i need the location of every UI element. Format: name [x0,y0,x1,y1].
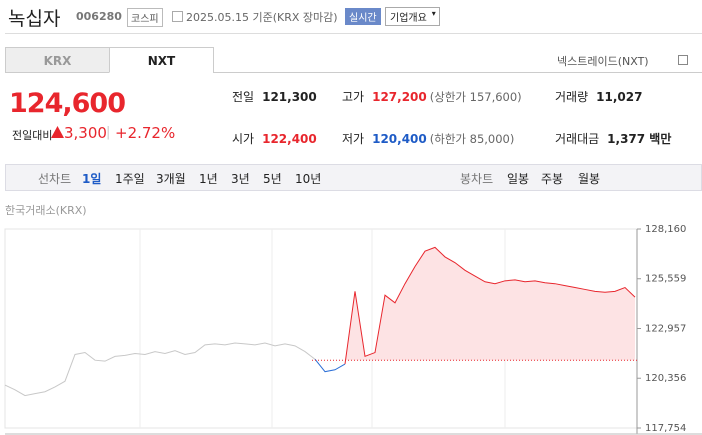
stat-label: 고가 [342,90,365,104]
stat-label: 저가 [342,132,365,146]
stat: 시가 122,400 [232,130,317,147]
stat-value: 127,200 [372,90,427,104]
price-line [314,358,346,373]
chart-source: 한국거래소(KRX) [5,204,87,217]
stat-note: (상한가 157,600) [429,90,522,104]
tab-line [213,72,702,73]
current-price: 124,600 [9,88,126,119]
chart: 128,160 125,559 122,957 120,356 117,754 [4,224,702,435]
candle-option[interactable]: 일봉 [507,172,530,186]
tab-nxt[interactable]: NXT [109,47,214,73]
line-chart-label: 선차트 [38,172,72,186]
stat-note: (하한가 85,000) [429,132,515,146]
stat-label: 거래대금 [555,132,600,146]
stat-label: 시가 [232,132,255,146]
candle-chart-label: 봉차트 [460,172,494,186]
toolbar [5,164,702,191]
period[interactable]: 1일 [82,172,102,186]
tab-krx[interactable]: KRX [5,47,110,73]
stock-name: 녹십자 [8,8,61,30]
period[interactable]: 3년 [231,172,250,186]
y-tick-label: 117,754 [645,423,686,434]
realtime-badge[interactable]: 실시간 [345,8,381,25]
stat-label: 전일 [232,90,255,104]
stat-value: 122,400 [262,132,317,146]
company-button[interactable]: 기업개요 ▾ [385,7,440,26]
company-button-label: 기업개요 [390,13,427,24]
period[interactable]: 1주일 [115,172,145,186]
change: 3,300 [64,124,107,142]
calendar-icon [172,11,183,22]
y-tick-label: 120,356 [645,373,686,384]
stat: 거래량 11,027 [555,88,642,105]
period[interactable]: 3개월 [156,172,186,186]
separator: | [106,125,111,140]
period[interactable]: 5년 [263,172,282,186]
candle-option[interactable]: 월봉 [578,172,601,186]
market-badge: 코스피 [127,8,163,27]
stat-value: 121,300 [262,90,317,104]
stat-value: 1,377 백만 [607,132,672,146]
divider [5,33,702,34]
area [345,247,635,365]
change-rate: +2.72% [115,124,176,142]
stat-value: 11,027 [596,90,643,104]
price-line [4,342,316,397]
stat-label: 거래량 [555,90,589,104]
stat-value: 120,400 [372,132,427,146]
help-icon[interactable] [678,55,688,65]
stat: 전일 121,300 [232,88,317,105]
y-tick-label: 122,957 [645,324,686,335]
nxt-link[interactable]: 넥스트레이드(NXT) [557,55,649,68]
y-tick-label: 125,559 [645,274,686,285]
stock-code: 006280 [76,10,122,23]
y-tick-label: 128,160 [645,224,686,235]
stat: 저가 120,400 (하한가 85,000) [342,130,514,147]
candle-option[interactable]: 주봉 [541,172,564,186]
change-label: 전일대비 [12,129,53,142]
up-icon [51,126,64,138]
stat: 거래대금 1,377 백만 [555,130,671,147]
period[interactable]: 1년 [199,172,218,186]
period[interactable]: 10년 [295,172,322,186]
stat: 고가 127,200 (상한가 157,600) [342,88,522,105]
price-line [344,246,636,365]
dropdown-icon: ▾ [431,9,436,18]
date: 2025.05.15 기준(KRX 장마감) [186,11,338,24]
